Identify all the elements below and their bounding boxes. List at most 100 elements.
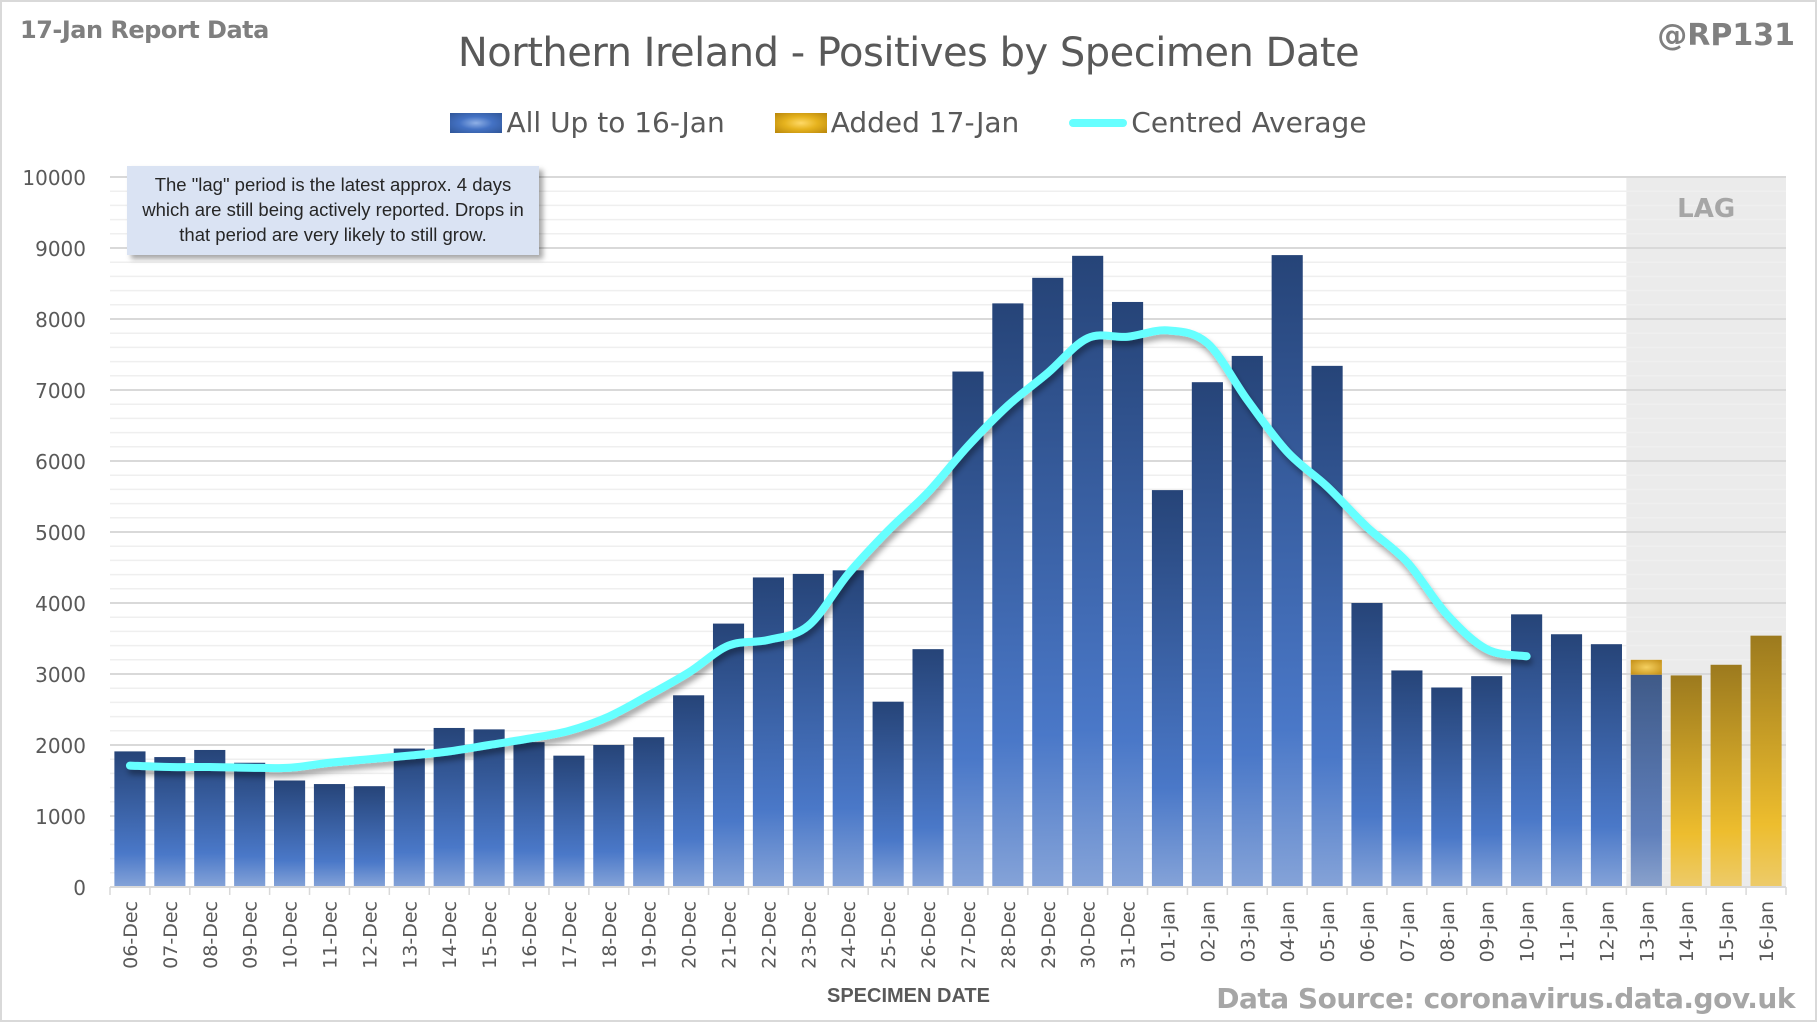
bar-all-up-to-16-jan xyxy=(154,757,186,887)
centred-average-line xyxy=(125,326,1531,773)
bar-all-up-to-16-jan xyxy=(1112,301,1144,888)
x-tick-label: 22-Dec xyxy=(758,901,780,969)
x-tick-label: 08-Jan xyxy=(1437,901,1459,962)
bar-added-17-jan xyxy=(1630,659,1662,675)
x-tick-label: 29-Dec xyxy=(1038,901,1060,969)
bar-all-up-to-16-jan xyxy=(1311,365,1343,887)
author-handle: @RP131 xyxy=(1657,18,1795,53)
bar-added-17-jan xyxy=(1710,664,1742,887)
x-tick-label: 25-Dec xyxy=(878,901,900,969)
bars xyxy=(114,255,1782,888)
x-tick-label: 03-Jan xyxy=(1237,901,1259,962)
y-tick-label: 7000 xyxy=(35,379,86,403)
x-tick-label: 30-Dec xyxy=(1078,901,1100,969)
x-tick-label: 11-Jan xyxy=(1557,901,1579,962)
x-axis-title: SPECIMEN DATE xyxy=(0,985,1817,1008)
x-tick-label: 18-Dec xyxy=(599,901,621,969)
legend-label: Added 17-Jan xyxy=(830,106,1020,139)
x-tick-label: 14-Dec xyxy=(439,901,461,969)
bar-all-up-to-16-jan xyxy=(1431,687,1463,887)
x-tick-label: 31-Dec xyxy=(1118,901,1140,969)
y-tick-label: 6000 xyxy=(35,450,86,474)
bar-all-up-to-16-jan xyxy=(912,649,944,887)
legend: All Up to 16-Jan Added 17-Jan Centred Av… xyxy=(0,106,1817,139)
chart-title: Northern Ireland - Positives by Specimen… xyxy=(457,30,1360,76)
bar-all-up-to-16-jan xyxy=(712,623,745,887)
bar-all-up-to-16-jan xyxy=(393,748,425,887)
x-tick-label: 23-Dec xyxy=(798,901,820,969)
x-axis-title-text: SPECIMEN DATE xyxy=(827,985,990,1007)
x-tick-label: 27-Dec xyxy=(958,901,980,969)
x-tick-label: 10-Dec xyxy=(280,901,302,969)
x-tick-label: 02-Jan xyxy=(1197,901,1219,962)
bar-all-up-to-16-jan xyxy=(1391,670,1423,887)
y-tick-label: 10000 xyxy=(22,166,86,190)
x-tick-label: 12-Jan xyxy=(1596,901,1618,962)
x-tick-label: 26-Dec xyxy=(918,901,940,969)
x-tick-label: 16-Dec xyxy=(519,901,541,969)
x-tick-label: 28-Dec xyxy=(998,901,1020,969)
bar-added-17-jan xyxy=(1670,675,1702,887)
bar-all-up-to-16-jan xyxy=(1590,644,1622,887)
bar-all-up-to-16-jan xyxy=(1072,255,1104,887)
x-tick-label: 13-Dec xyxy=(399,901,421,969)
legend-item-added: Added 17-Jan xyxy=(774,106,1020,139)
x-tick-label: 09-Dec xyxy=(240,901,262,969)
x-tick-label: 05-Jan xyxy=(1317,901,1339,962)
gridlines xyxy=(110,176,1786,888)
bar-all-up-to-16-jan xyxy=(194,749,226,887)
bar-all-up-to-16-jan xyxy=(593,745,625,887)
y-tick-label: 8000 xyxy=(35,308,86,332)
bar-all-up-to-16-jan xyxy=(1191,382,1223,887)
y-axis-ticks: 0 1000 2000 3000 4000 5000 6000 7000 8000 9000 100… xyxy=(22,166,86,900)
x-tick-label: 01-Jan xyxy=(1157,901,1179,962)
x-tick-label: 04-Jan xyxy=(1277,901,1299,962)
bar-all-up-to-16-jan xyxy=(1550,634,1583,887)
x-tick-label: 17-Dec xyxy=(559,901,581,969)
report-date-label: 17-Jan Report Data xyxy=(20,16,269,44)
y-tick-label: 0 xyxy=(73,876,86,900)
y-tick-label: 5000 xyxy=(35,521,86,545)
bar-all-up-to-16-jan xyxy=(553,755,585,887)
y-tick-label: 9000 xyxy=(35,237,86,261)
bar-all-up-to-16-jan xyxy=(234,762,266,887)
x-tick-label: 21-Dec xyxy=(719,901,741,969)
bar-all-up-to-16-jan xyxy=(1231,355,1263,887)
bar-all-up-to-16-jan xyxy=(313,784,346,887)
legend-label: All Up to 16-Jan xyxy=(506,106,725,139)
x-tick-label: 08-Dec xyxy=(200,901,222,969)
bar-all-up-to-16-jan xyxy=(473,729,505,887)
cyan-line-swatch-icon xyxy=(1069,118,1128,127)
x-tick-label: 14-Jan xyxy=(1676,901,1698,962)
bar-all-up-to-16-jan xyxy=(513,742,545,887)
lag-annotation: The "lag" period is the latest approx. 4… xyxy=(127,166,539,255)
x-tick-label: 20-Dec xyxy=(679,901,701,969)
x-tick-label: 06-Dec xyxy=(120,901,142,969)
x-tick-label: 19-Dec xyxy=(639,901,661,969)
blue-bar-swatch-icon xyxy=(450,112,503,133)
x-tick-label: 06-Jan xyxy=(1357,901,1379,962)
bar-all-up-to-16-jan xyxy=(1271,255,1303,888)
x-tick-label: 13-Jan xyxy=(1636,901,1658,962)
bar-all-up-to-16-jan xyxy=(274,780,306,887)
gold-bar-swatch-icon xyxy=(774,112,827,133)
bar-all-up-to-16-jan xyxy=(114,751,146,887)
bar-all-up-to-16-jan xyxy=(1471,676,1503,887)
bar-all-up-to-16-jan xyxy=(872,701,904,887)
bar-all-up-to-16-jan xyxy=(633,737,665,887)
legend-label: Centred Average xyxy=(1131,106,1367,139)
bar-all-up-to-16-jan xyxy=(1151,490,1184,887)
x-tick-label: 24-Dec xyxy=(838,901,860,969)
lag-label: LAG xyxy=(1677,194,1735,224)
x-tick-label: 09-Jan xyxy=(1477,901,1499,962)
x-tick-label: 07-Jan xyxy=(1397,901,1419,962)
legend-item-all-up-to: All Up to 16-Jan xyxy=(450,106,725,139)
y-tick-label: 2000 xyxy=(35,734,86,758)
bar-all-up-to-16-jan xyxy=(673,695,705,887)
bar-all-up-to-16-jan xyxy=(1630,674,1662,887)
bar-all-up-to-16-jan xyxy=(1351,603,1383,887)
x-tick-label: 10-Jan xyxy=(1517,901,1539,962)
x-axis: 06-Dec 07-Dec 08-Dec 09-Dec 10-Dec 11-Dec 12-D… xyxy=(109,886,1787,969)
y-tick-label: 4000 xyxy=(35,592,86,616)
